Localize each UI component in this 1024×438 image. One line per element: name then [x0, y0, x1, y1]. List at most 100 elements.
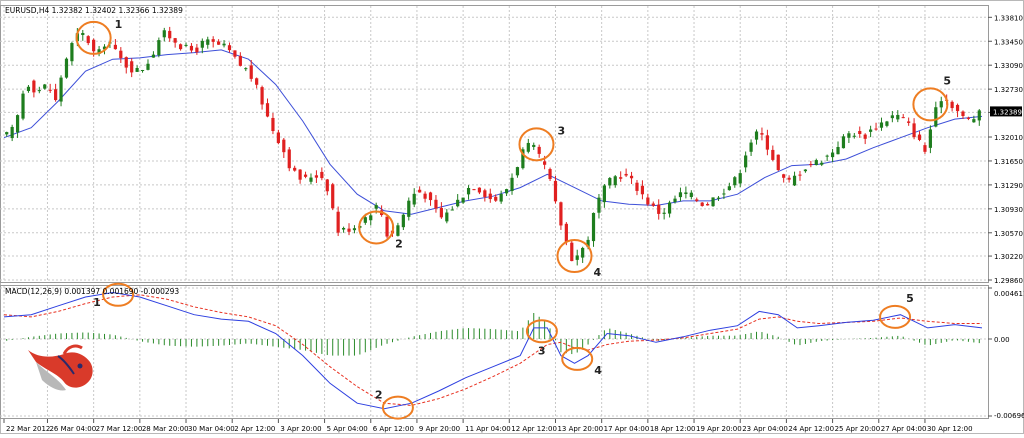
x-tick-label: 18 Apr 12:00 [650, 425, 696, 433]
candle-body [896, 114, 900, 120]
candle-body [352, 228, 357, 231]
candle-body [70, 43, 74, 62]
macd-signal-line [3, 294, 982, 406]
candle-body [928, 129, 932, 148]
price-markers: 1 2 3 4 5 [75, 18, 951, 279]
candle-body [303, 174, 308, 177]
candle-body [255, 78, 259, 85]
price-y-tick-label: 1.32730 [994, 86, 1023, 94]
candle-body [64, 58, 69, 78]
x-tick-label: 9 Apr 20:00 [419, 425, 460, 433]
bull-logo-icon [28, 344, 93, 391]
candle-body [575, 255, 579, 260]
candle-body [890, 115, 894, 119]
price-marker-circle [518, 127, 555, 162]
candle-body [385, 216, 389, 237]
candle-body [189, 45, 194, 51]
candle-body [135, 68, 139, 72]
chart-title: EURUSD,H4 1.32382 1.32402 1.32366 1.3238… [5, 6, 183, 15]
candle-body [412, 193, 416, 205]
price-y-tick-label: 1.33450 [994, 38, 1023, 46]
candle-body [140, 70, 145, 72]
macd-marker-label: 1 [93, 296, 101, 309]
candle-body [428, 192, 433, 201]
candle-body [331, 184, 335, 209]
candle-body [151, 54, 156, 58]
candle-body [472, 189, 476, 191]
candle-body [955, 104, 960, 112]
x-tick-label: 23 Apr 04:00 [742, 425, 788, 433]
candle-body [483, 190, 487, 197]
candle-body [733, 177, 737, 186]
candle-body [901, 117, 905, 119]
candle-body [852, 135, 856, 137]
price-marker-circle [75, 20, 112, 55]
candle-body [553, 180, 558, 202]
candle-body [727, 186, 731, 191]
macd-main-line [3, 291, 983, 410]
candle-body [276, 132, 280, 144]
x-tick-label: 12 Apr 12:00 [511, 425, 557, 433]
candle-body [548, 169, 552, 179]
macd-marker-circle [525, 319, 558, 344]
candle-body [86, 36, 90, 44]
candle-body [211, 39, 215, 42]
candle-body [619, 177, 623, 179]
price-marker-label: 2 [395, 237, 403, 250]
candle-body [825, 155, 829, 157]
price-marker-label: 5 [943, 74, 951, 87]
candle-body [494, 196, 498, 201]
candle-body [325, 179, 329, 192]
candle-body [684, 192, 688, 195]
candle-body [847, 133, 851, 138]
candle-body [282, 139, 286, 153]
candle-body [48, 89, 52, 91]
candle-body [488, 193, 492, 200]
candle-body [667, 202, 672, 214]
candle-body [760, 133, 764, 135]
candle-body [206, 39, 210, 45]
candle-body [184, 44, 188, 46]
macd-marker-label: 2 [375, 389, 383, 402]
candle-body [874, 128, 878, 130]
candle-body [830, 152, 835, 158]
candle-body [15, 115, 20, 133]
candle-body [423, 193, 427, 199]
candle-body [10, 126, 14, 139]
candle-body [271, 117, 275, 132]
x-tick-label: 30 Mar 04:00 [188, 425, 235, 433]
candle-body [836, 146, 840, 155]
price-marker-label: 1 [115, 18, 123, 31]
price-y-tick-label: 1.31650 [994, 158, 1023, 166]
candle-body [363, 217, 367, 223]
candle-body [374, 205, 378, 209]
macd-y-axis: 0.004611 0.00 -0.00696 [988, 287, 1024, 420]
candle-body [782, 174, 786, 178]
candle-body [510, 177, 514, 191]
candle-body [706, 204, 710, 206]
candle-body [640, 185, 645, 195]
candle-body [716, 197, 721, 199]
x-tick-label: 6 Apr 12:00 [373, 425, 414, 433]
macd-y-tick-label: 0.004611 [994, 290, 1024, 298]
candle-body [923, 145, 927, 152]
candle-body [113, 44, 117, 50]
candle-body [581, 247, 585, 258]
candle-body [119, 50, 123, 59]
candle-body [217, 41, 221, 45]
candle-body [5, 132, 9, 135]
candle-body [765, 135, 769, 150]
price-y-axis: 1.33810 1.33450 1.33090 1.32730 1.32010 1.316… [988, 14, 1023, 285]
candle-body [130, 61, 134, 73]
candle-body [792, 175, 797, 186]
last-price-tag: 1.32389 [990, 106, 1022, 117]
candle-body [450, 209, 454, 211]
candle-body [934, 107, 938, 127]
candle-body [907, 121, 911, 123]
candle-body [602, 185, 606, 203]
candle-body [54, 89, 58, 101]
candle-body [689, 192, 693, 198]
candle-body [396, 225, 400, 236]
x-tick-label: 28 Mar 20:00 [142, 425, 189, 433]
candle-body [738, 173, 742, 184]
